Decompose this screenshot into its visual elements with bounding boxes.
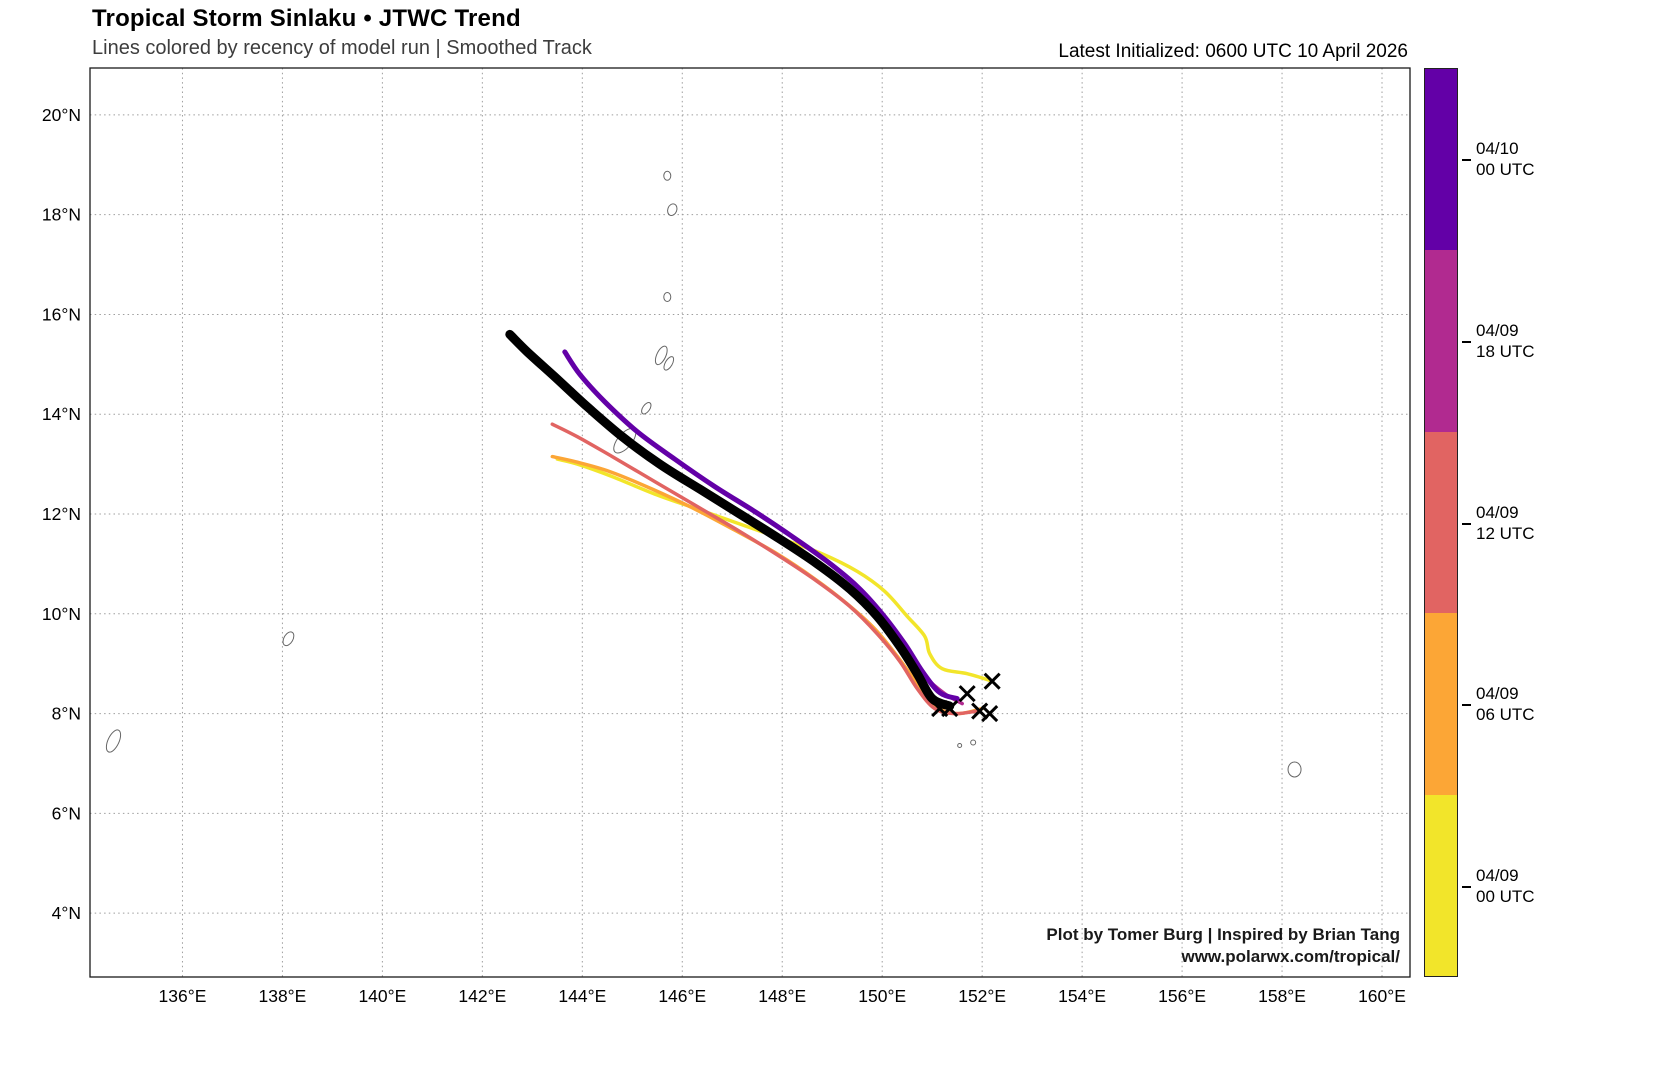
colorbar-label-date: 04/09 bbox=[1476, 503, 1519, 522]
colorbar-label-date: 04/09 bbox=[1476, 684, 1519, 703]
colorbar-segment-0409-12utc bbox=[1425, 431, 1457, 614]
x-tick-label: 140°E bbox=[358, 986, 406, 1006]
chart-subtitle: Lines colored by recency of model run | … bbox=[92, 37, 592, 59]
track-04-09-12-utc bbox=[550, 422, 979, 716]
colorbar-label-0410-00utc: 04/10 00 UTC bbox=[1462, 138, 1535, 180]
track-latest-jtwc-smoothed-track bbox=[505, 329, 955, 711]
y-tick-label: 20°N bbox=[42, 105, 81, 125]
chart-title: Tropical Storm Sinlaku • JTWC Trend bbox=[92, 5, 521, 32]
x-tick-label: 152°E bbox=[958, 986, 1006, 1006]
colorbar-legend: 04/10 00 UTC 04/09 18 UTC 04/09 12 UTC 0… bbox=[1424, 68, 1662, 977]
island-outline bbox=[105, 729, 122, 753]
colorbar-label-date: 04/09 bbox=[1476, 866, 1519, 885]
colorbar-label-time: 00 UTC bbox=[1476, 887, 1535, 906]
colorbar-segment-0409-06utc bbox=[1425, 613, 1457, 795]
x-tick-label: 138°E bbox=[258, 986, 306, 1006]
island-outline bbox=[663, 292, 672, 302]
island-outline bbox=[663, 356, 675, 371]
y-tick-label: 18°N bbox=[42, 205, 81, 225]
y-tick-label: 14°N bbox=[42, 404, 81, 424]
x-tick-label: 150°E bbox=[858, 986, 906, 1006]
colorbar-label-0409-06utc: 04/09 06 UTC bbox=[1462, 683, 1535, 725]
island-outline bbox=[654, 345, 668, 366]
colorbar-label-time: 18 UTC bbox=[1476, 342, 1535, 361]
plot-border bbox=[89, 67, 1411, 978]
y-tick-label: 12°N bbox=[42, 504, 81, 524]
colorbar-label-date: 04/09 bbox=[1476, 321, 1519, 340]
island-outline bbox=[957, 743, 963, 749]
colorbar-label-time: 00 UTC bbox=[1476, 160, 1535, 179]
x-tick-label: 142°E bbox=[458, 986, 506, 1006]
island-outline bbox=[970, 739, 977, 746]
latest-initialized-label: Latest Initialized: 0600 UTC 10 April 20… bbox=[1058, 41, 1408, 62]
colorbar-segment-0409-00utc bbox=[1425, 794, 1457, 977]
colorbar-bar bbox=[1424, 68, 1458, 977]
storm-fix-x-marker bbox=[971, 702, 989, 720]
colorbar-label-0409-12utc: 04/09 12 UTC bbox=[1462, 502, 1535, 544]
y-tick-label: 8°N bbox=[52, 704, 81, 724]
island-outline bbox=[641, 402, 652, 415]
storm-fix-x-marker bbox=[983, 672, 1001, 690]
x-tick-label: 136°E bbox=[159, 986, 207, 1006]
island-outline bbox=[1287, 761, 1302, 778]
colorbar-label-time: 06 UTC bbox=[1476, 705, 1535, 724]
y-tick-label: 10°N bbox=[42, 604, 81, 624]
y-tick-label: 6°N bbox=[52, 803, 81, 823]
x-tick-label: 144°E bbox=[558, 986, 606, 1006]
credit-url: www.polarwx.com/tropical/ bbox=[1181, 947, 1400, 966]
colorbar-label-0409-18utc: 04/09 18 UTC bbox=[1462, 320, 1535, 362]
storm-fix-x-marker bbox=[981, 705, 999, 723]
x-tick-label: 160°E bbox=[1358, 986, 1406, 1006]
storm-fix-x-marker bbox=[958, 685, 976, 703]
y-tick-label: 4°N bbox=[52, 903, 81, 923]
colorbar-label-time: 12 UTC bbox=[1476, 524, 1535, 543]
colorbar-label-date: 04/10 bbox=[1476, 139, 1519, 158]
x-tick-label: 148°E bbox=[758, 986, 806, 1006]
x-tick-label: 158°E bbox=[1258, 986, 1306, 1006]
credit-author: Plot by Tomer Burg | Inspired by Brian T… bbox=[1046, 925, 1400, 944]
track-04-10-00-utc bbox=[562, 349, 960, 702]
x-tick-label: 156°E bbox=[1158, 986, 1206, 1006]
track-04-09-00-utc bbox=[555, 457, 994, 683]
plot-credits: Plot by Tomer Burg | Inspired by Brian T… bbox=[1046, 924, 1400, 968]
island-outline bbox=[282, 631, 295, 647]
colorbar-segment-0409-18utc bbox=[1425, 250, 1457, 432]
x-tick-label: 154°E bbox=[1058, 986, 1106, 1006]
storm-fix-x-marker bbox=[941, 700, 959, 718]
y-tick-label: 16°N bbox=[42, 304, 81, 324]
island-outline bbox=[663, 170, 672, 181]
colorbar-label-0409-00utc: 04/09 00 UTC bbox=[1462, 865, 1535, 907]
x-tick-label: 146°E bbox=[658, 986, 706, 1006]
colorbar-segment-0410-00utc bbox=[1425, 69, 1457, 251]
island-outline bbox=[667, 203, 678, 217]
